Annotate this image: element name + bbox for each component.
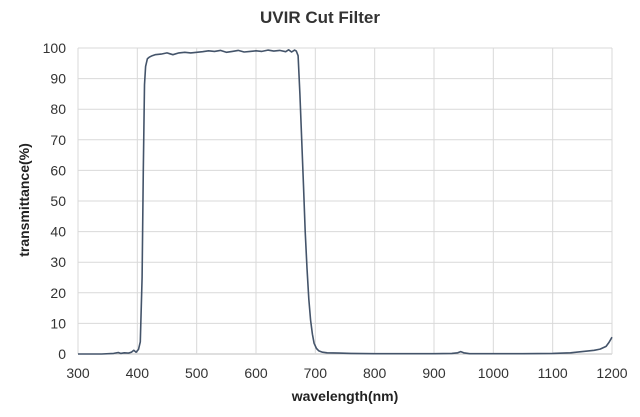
x-tick-label: 500 bbox=[185, 365, 209, 381]
x-axis-label: wavelength(nm) bbox=[291, 388, 399, 404]
y-tick-label: 30 bbox=[50, 254, 66, 270]
x-tick-label: 1200 bbox=[596, 365, 627, 381]
x-tick-label: 800 bbox=[363, 365, 387, 381]
y-tick-label: 80 bbox=[50, 101, 66, 117]
x-tick-label: 600 bbox=[244, 365, 268, 381]
x-tick-label: 700 bbox=[304, 365, 328, 381]
x-tick-label: 1000 bbox=[478, 365, 509, 381]
x-tick-labels: 300 400 500 600 700 800 900 1000 1100 1200 bbox=[66, 365, 627, 381]
gridlines bbox=[77, 47, 613, 355]
y-tick-label: 40 bbox=[50, 224, 66, 240]
x-tick-label: 900 bbox=[422, 365, 446, 381]
x-tick-label: 400 bbox=[126, 365, 150, 381]
y-tick-label: 0 bbox=[58, 346, 66, 362]
y-tick-label: 90 bbox=[50, 71, 66, 87]
x-tick-label: 300 bbox=[66, 365, 90, 381]
chart-title: UVIR Cut Filter bbox=[260, 8, 380, 27]
x-tick-label: 1100 bbox=[538, 365, 568, 381]
y-tick-label: 50 bbox=[50, 193, 66, 209]
y-tick-label: 20 bbox=[50, 285, 66, 301]
series-line-group bbox=[78, 48, 613, 355]
y-tick-labels: 0 10 20 30 40 50 60 70 80 90 100 bbox=[43, 40, 67, 362]
y-tick-label: 10 bbox=[50, 315, 66, 331]
series-line bbox=[78, 48, 613, 355]
y-tick-label: 60 bbox=[50, 162, 66, 178]
y-tick-label: 70 bbox=[50, 132, 66, 148]
y-tick-label: 100 bbox=[43, 40, 67, 56]
y-axis-label: transmittance(%) bbox=[16, 143, 32, 257]
